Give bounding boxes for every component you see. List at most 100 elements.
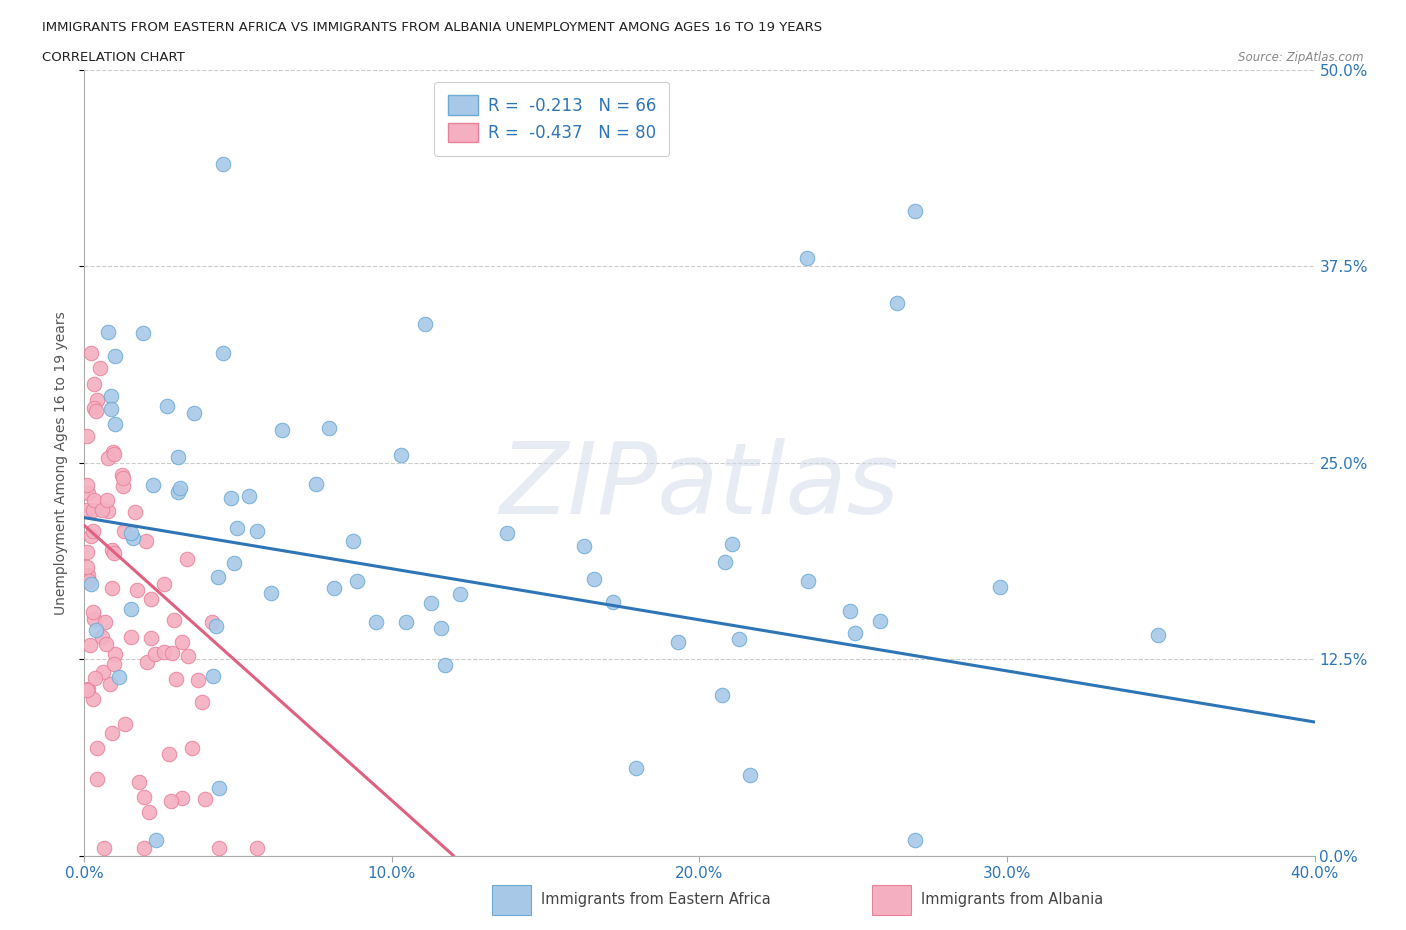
Text: CORRELATION CHART: CORRELATION CHART bbox=[42, 51, 186, 64]
Point bbox=[1147, 627, 1170, 642]
Point bbox=[430, 620, 453, 635]
Y-axis label: Unemployment Among Ages 16 to 19 years: Unemployment Among Ages 16 to 19 years bbox=[55, 311, 69, 615]
Point bbox=[89, 361, 111, 376]
Point bbox=[260, 586, 283, 601]
Point bbox=[97, 504, 120, 519]
Point bbox=[602, 594, 624, 609]
Point bbox=[159, 793, 181, 808]
Point bbox=[86, 772, 108, 787]
Point bbox=[111, 478, 134, 493]
Point bbox=[79, 637, 101, 652]
Point bbox=[208, 841, 231, 856]
Point bbox=[988, 579, 1011, 594]
Point bbox=[132, 790, 155, 804]
Point bbox=[103, 657, 125, 671]
Point bbox=[82, 692, 104, 707]
Point bbox=[141, 478, 163, 493]
Point bbox=[111, 471, 134, 485]
Point bbox=[84, 671, 107, 685]
Point bbox=[98, 676, 121, 691]
Point bbox=[727, 631, 749, 646]
Point bbox=[120, 602, 142, 617]
Point bbox=[160, 646, 183, 661]
Point bbox=[211, 156, 233, 171]
Point bbox=[83, 612, 105, 627]
Point bbox=[246, 841, 269, 856]
Point bbox=[245, 524, 267, 538]
Point bbox=[135, 655, 157, 670]
Point bbox=[77, 567, 100, 582]
Point bbox=[112, 524, 135, 538]
Point bbox=[152, 577, 174, 591]
Point bbox=[79, 577, 101, 591]
Point bbox=[101, 725, 124, 740]
Point bbox=[96, 492, 118, 507]
Point bbox=[100, 402, 122, 417]
Point bbox=[90, 630, 112, 644]
Point bbox=[83, 493, 105, 508]
Point bbox=[138, 804, 160, 819]
Point bbox=[94, 637, 117, 652]
Point bbox=[120, 630, 142, 644]
Point bbox=[131, 326, 153, 340]
Point bbox=[496, 525, 519, 540]
Point bbox=[101, 580, 124, 595]
Point bbox=[796, 251, 818, 266]
Point bbox=[221, 491, 243, 506]
Point bbox=[83, 377, 105, 392]
Point bbox=[76, 544, 98, 559]
Point bbox=[104, 417, 127, 432]
Point bbox=[222, 555, 245, 570]
Point bbox=[711, 687, 734, 702]
Point bbox=[191, 695, 214, 710]
Point bbox=[193, 791, 215, 806]
Point bbox=[318, 421, 340, 436]
Point bbox=[153, 644, 176, 659]
Point bbox=[176, 551, 198, 566]
Point bbox=[122, 530, 145, 545]
Point bbox=[364, 615, 387, 630]
Point bbox=[135, 534, 157, 549]
Point bbox=[346, 574, 368, 589]
Point bbox=[201, 669, 224, 684]
Point bbox=[167, 485, 190, 499]
Point bbox=[413, 316, 436, 331]
Point bbox=[582, 571, 605, 586]
Point bbox=[82, 524, 104, 538]
Text: ZIPatlas: ZIPatlas bbox=[499, 438, 900, 535]
Point bbox=[208, 780, 231, 795]
Point bbox=[84, 404, 107, 418]
Point bbox=[91, 664, 114, 679]
Point bbox=[124, 504, 146, 519]
Point bbox=[176, 648, 198, 663]
Point bbox=[76, 683, 98, 698]
Point bbox=[86, 392, 108, 407]
Point bbox=[162, 613, 184, 628]
Point bbox=[572, 538, 595, 553]
Point bbox=[76, 502, 98, 517]
Text: IMMIGRANTS FROM EASTERN AFRICA VS IMMIGRANTS FROM ALBANIA UNEMPLOYMENT AMONG AGE: IMMIGRANTS FROM EASTERN AFRICA VS IMMIGR… bbox=[42, 21, 823, 34]
Point bbox=[420, 595, 443, 610]
Point bbox=[904, 832, 927, 847]
Point bbox=[79, 345, 101, 360]
Point bbox=[128, 775, 150, 790]
Point bbox=[271, 422, 294, 437]
Point bbox=[433, 658, 456, 672]
Point bbox=[103, 447, 125, 462]
Point bbox=[84, 622, 107, 637]
Point bbox=[86, 740, 108, 755]
Point bbox=[125, 582, 148, 597]
Point bbox=[76, 560, 98, 575]
Point bbox=[305, 477, 328, 492]
Point bbox=[114, 717, 136, 732]
Point bbox=[207, 569, 229, 584]
Point bbox=[187, 672, 209, 687]
Point bbox=[132, 841, 155, 856]
Point bbox=[212, 345, 235, 360]
Point bbox=[108, 670, 131, 684]
Point bbox=[121, 525, 143, 540]
Point bbox=[93, 841, 115, 856]
Legend: R =  -0.213   N = 66, R =  -0.437   N = 80: R = -0.213 N = 66, R = -0.437 N = 80 bbox=[434, 82, 669, 155]
Point bbox=[342, 534, 364, 549]
Point bbox=[103, 545, 125, 560]
